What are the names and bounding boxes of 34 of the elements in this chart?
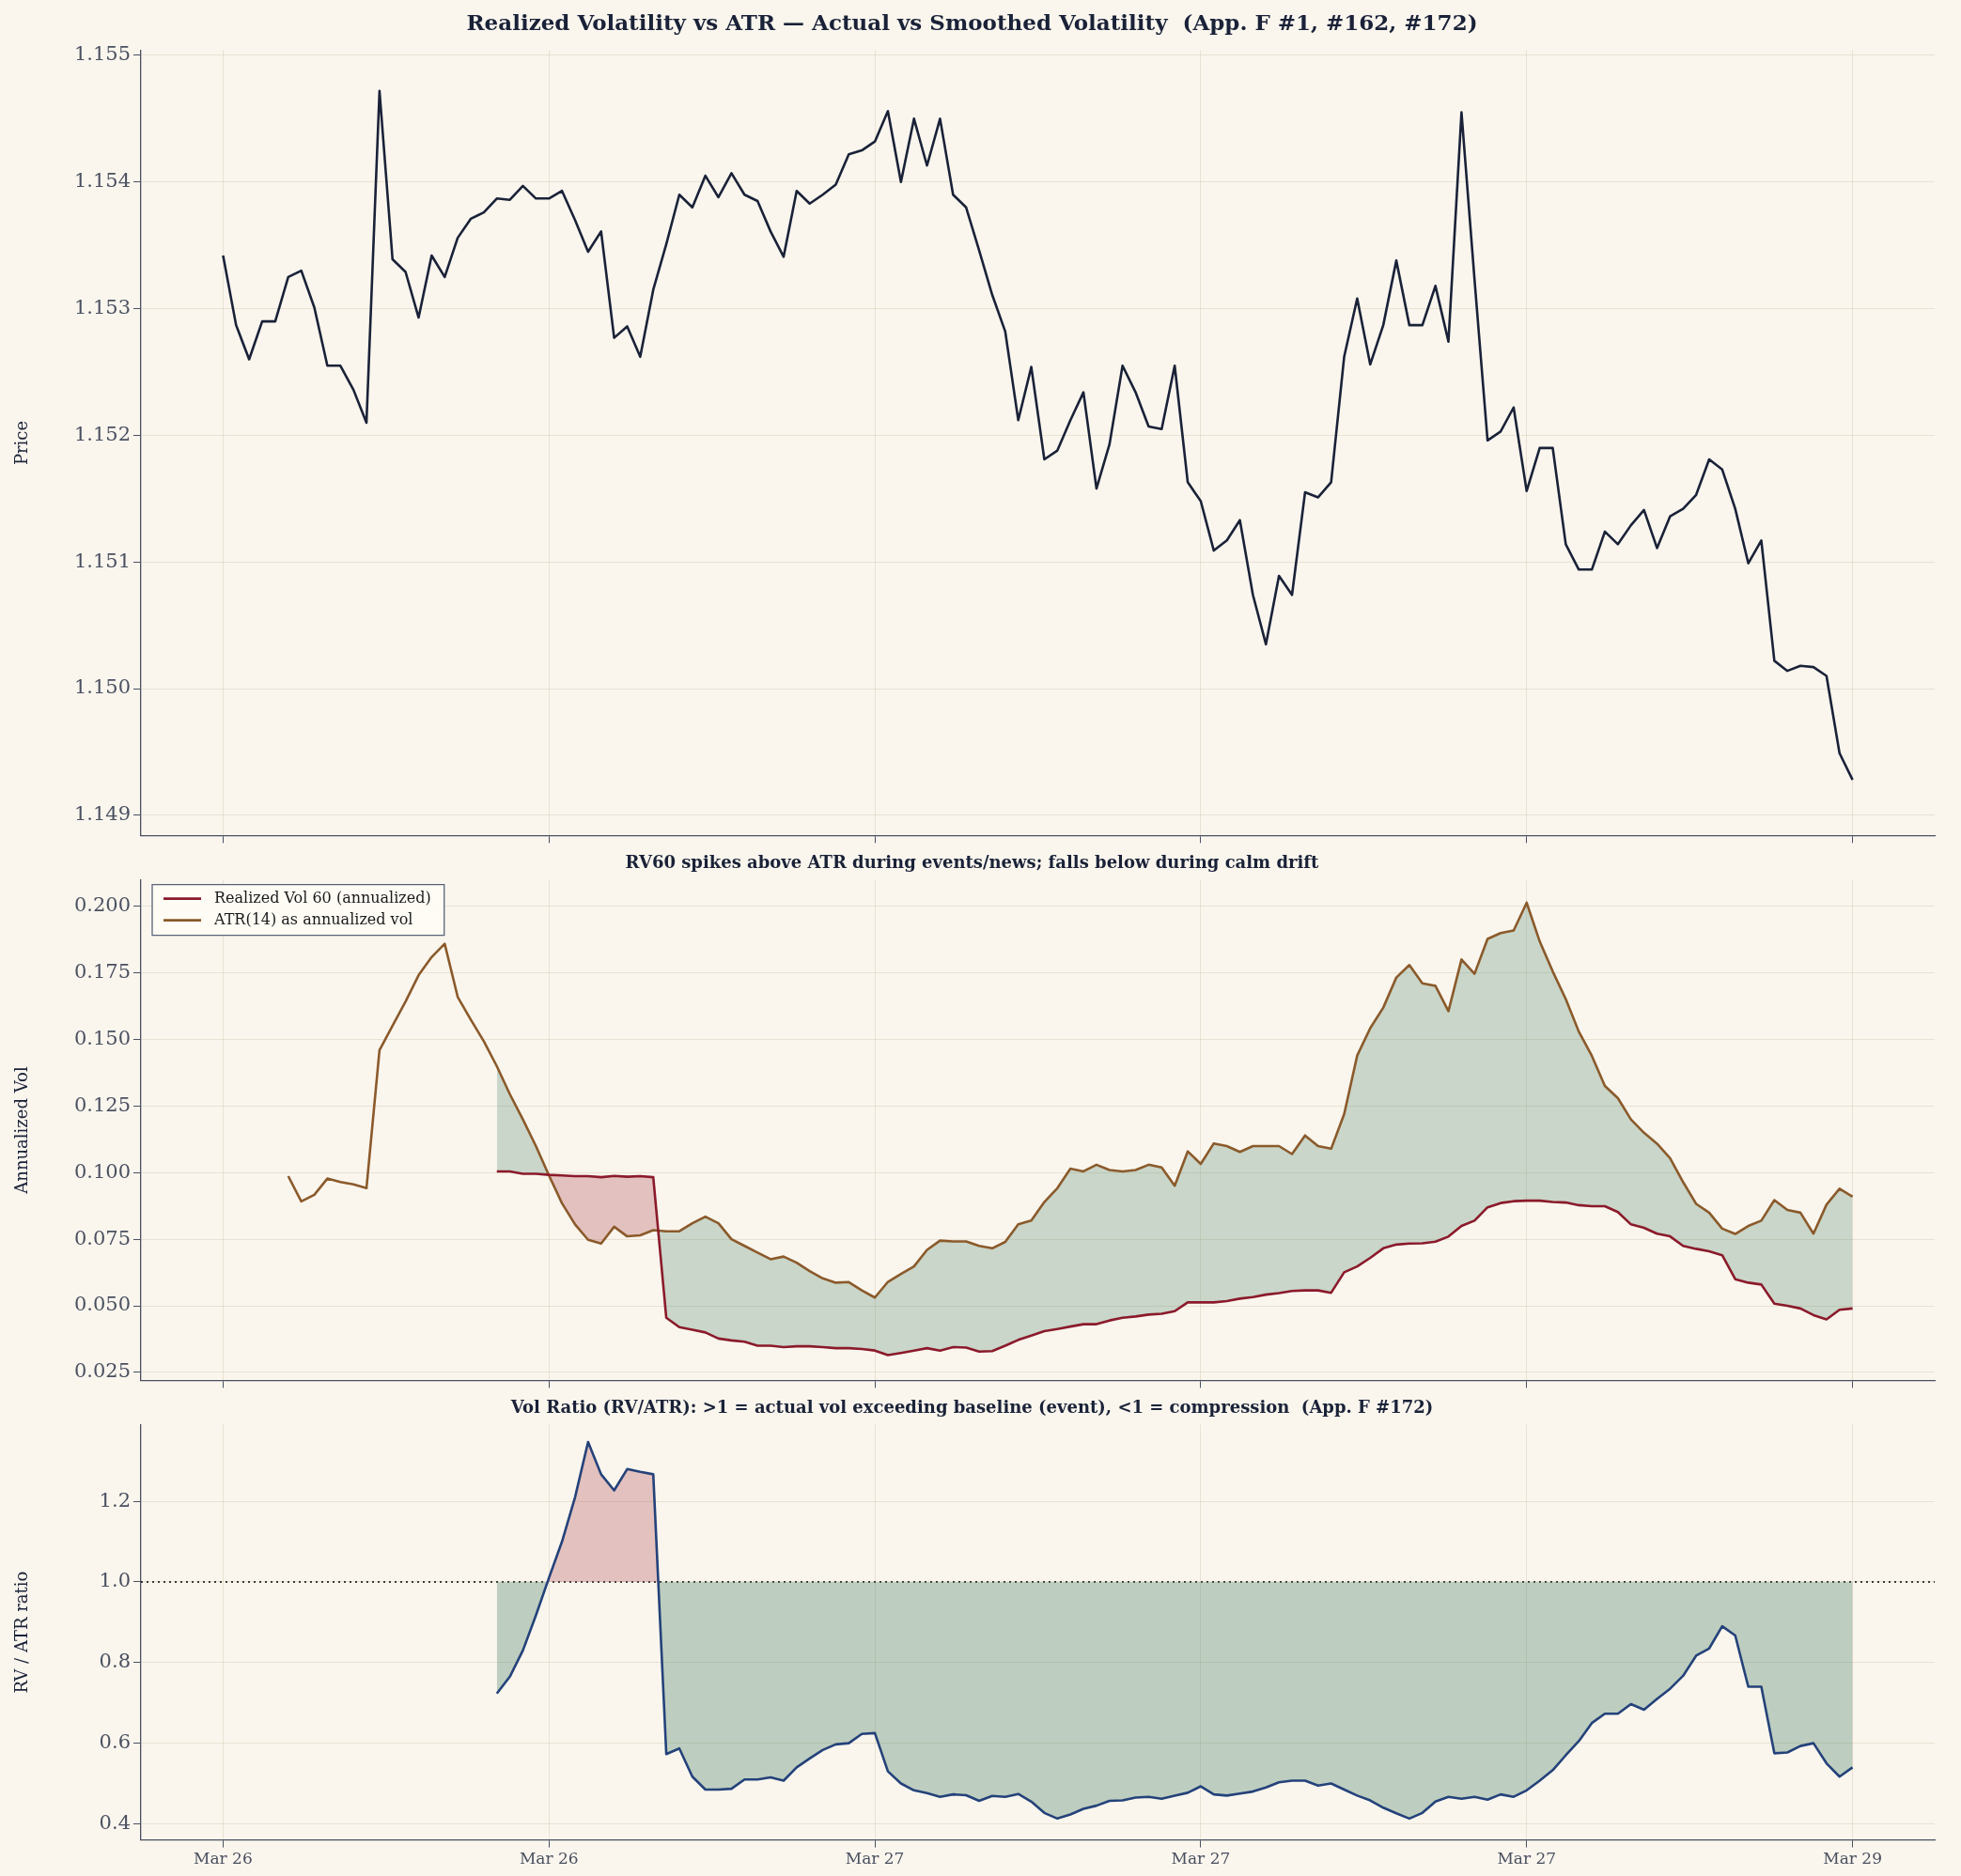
y-tick-label: 1.153 [73,296,131,319]
y-tick-label: 1.151 [73,549,131,572]
x-tick-label: Mar 27 [1497,1849,1557,1868]
y-tick-label: 0.100 [73,1159,131,1183]
y-tick-label: 1.0 [99,1569,131,1592]
x-tick-label: Mar 26 [519,1849,579,1868]
y-tick-label: 0.4 [99,1810,131,1834]
y-axis-title: Annualized Vol [11,1066,32,1195]
y-tick-label: 1.2 [99,1488,131,1512]
y-tick-label: 0.025 [73,1359,131,1383]
x-tick-label: Mar 27 [845,1849,905,1868]
y-tick-label: 0.075 [73,1226,131,1249]
legend-label: ATR(14) as annualized vol [213,909,413,928]
x-tick-label: Mar 29 [1823,1849,1882,1868]
y-tick-label: 0.050 [73,1293,131,1316]
y-tick-label: 0.125 [73,1093,131,1116]
y-tick-label: 1.154 [73,169,131,193]
y-tick-label: 1.152 [73,422,131,445]
y-tick-label: 1.155 [73,42,131,66]
y-tick-label: 0.175 [73,960,131,984]
y-tick-label: 0.150 [73,1027,131,1050]
x-tick-label: Mar 27 [1171,1849,1231,1868]
chart-title: Realized Volatility vs ATR — Actual vs Smoothed Volatility (App. F #1, #162, #172) [466,8,1478,35]
chart-title: Vol Ratio (RV/ATR): >1 = actual vol exceeding baseline (event), <1 = compression (App. F #172) [509,1397,1434,1418]
y-tick-label: 0.6 [99,1730,131,1754]
x-tick-label: Mar 26 [194,1849,253,1868]
chart-title: RV60 spikes above ATR during events/news; falls below during calm drift [625,852,1320,873]
y-tick-label: 0.8 [99,1650,131,1673]
y-axis-title: RV / ATR ratio [11,1571,32,1694]
y-tick-label: 0.200 [73,893,131,917]
y-tick-label: 1.150 [73,675,131,699]
y-tick-label: 1.149 [73,802,131,826]
legend-label: Realized Vol 60 (annualized) [214,888,431,907]
y-axis-title: Price [11,420,32,466]
